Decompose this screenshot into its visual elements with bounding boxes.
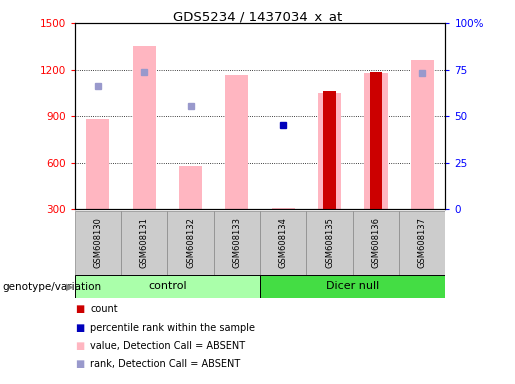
Bar [133,46,156,209]
Bar [364,73,387,209]
Text: percentile rank within the sample: percentile rank within the sample [90,323,255,333]
Text: count: count [90,304,118,314]
Text: value, Detection Call = ABSENT: value, Detection Call = ABSENT [90,341,245,351]
Text: ■: ■ [75,323,84,333]
Text: GSM608133: GSM608133 [232,217,242,268]
Bar [399,211,445,275]
Text: GSM608132: GSM608132 [186,217,195,268]
Text: genotype/variation: genotype/variation [3,282,101,292]
Bar [353,211,399,275]
Text: control: control [148,281,186,291]
Bar [410,60,434,209]
Bar [226,75,248,209]
Text: GSM608130: GSM608130 [93,217,102,268]
Bar [260,211,306,275]
Bar [179,166,202,209]
Text: GSM608131: GSM608131 [140,217,149,268]
Text: ■: ■ [75,359,84,369]
Bar [318,93,341,209]
Text: GSM608135: GSM608135 [325,217,334,268]
Bar [86,119,109,209]
Text: GDS5234 / 1437034_x_at: GDS5234 / 1437034_x_at [173,10,342,23]
Bar [167,211,214,275]
Bar [306,211,353,275]
Text: ■: ■ [75,304,84,314]
Bar [121,211,167,275]
Bar [75,275,260,298]
Bar [272,208,295,209]
Text: ▶: ▶ [66,282,74,292]
Bar [370,72,382,209]
Text: Dicer null: Dicer null [326,281,380,291]
Bar [214,211,260,275]
Bar [260,275,445,298]
Text: GSM608137: GSM608137 [418,217,427,268]
Text: rank, Detection Call = ABSENT: rank, Detection Call = ABSENT [90,359,241,369]
Text: GSM608136: GSM608136 [371,217,381,268]
Bar [75,211,121,275]
Bar [323,91,336,209]
Text: GSM608134: GSM608134 [279,217,288,268]
Text: ■: ■ [75,341,84,351]
